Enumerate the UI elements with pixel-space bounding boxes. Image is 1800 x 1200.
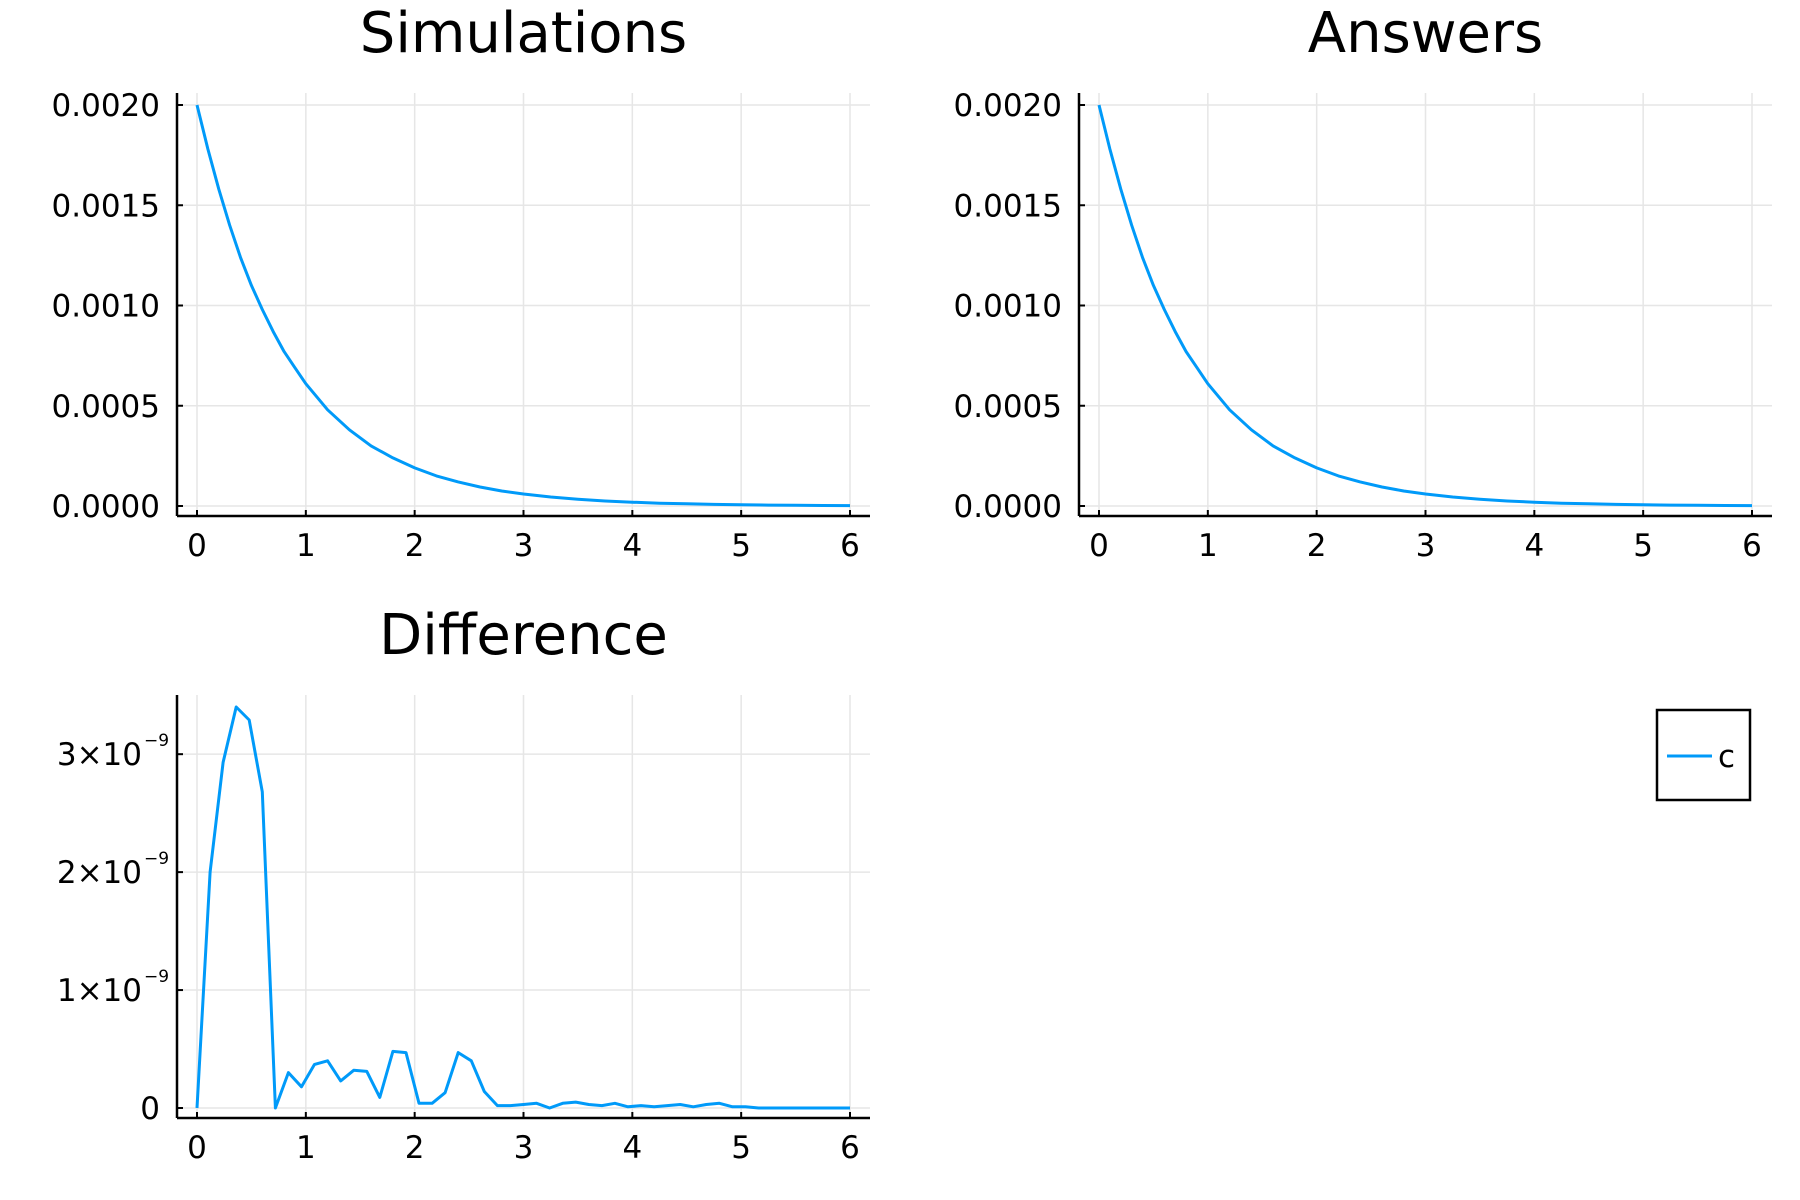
x-tick-label: 4: [622, 1130, 642, 1166]
x-tick-label: 0: [187, 528, 207, 564]
y-tick-label: 0.0020: [954, 88, 1062, 124]
subplot-title: Answers: [1308, 1, 1543, 66]
y-tick-label: 0.0000: [52, 489, 160, 525]
x-tick-label: 6: [1742, 528, 1762, 564]
x-tick-label: 4: [622, 528, 642, 564]
x-tick-label: 0: [1089, 528, 1109, 564]
subplot-answers: 0 1 2 3 4 5 6 0.0000 0.0005 0.0010 0.0015 0.0020 Ans…: [954, 1, 1772, 564]
y-tick-label: 0.0010: [52, 289, 160, 325]
y-tick-label: 0.0005: [52, 389, 160, 425]
series-line-c: [195, 104, 851, 508]
subplot-simulations: 0 1 2 3 4 5 6 0.0000 0.0005 0.0010 0.0015 0.0020 Sim…: [52, 1, 870, 564]
y-tick-label: 1×10: [57, 973, 142, 1009]
legend-label: c: [1718, 739, 1735, 775]
x-tick-label: 5: [731, 1130, 751, 1166]
series-line-c: [1097, 104, 1753, 508]
x-tick-label: 3: [514, 528, 534, 564]
x-tick-label: 2: [1307, 528, 1327, 564]
x-tick-label: 2: [405, 528, 425, 564]
subplot-title: Difference: [379, 603, 668, 668]
y-tick-label: 0.0000: [954, 489, 1062, 525]
x-tick-label: 1: [1198, 528, 1218, 564]
y-tick-label: 0.0015: [954, 188, 1062, 224]
x-tick-label: 3: [514, 1130, 534, 1166]
y-tick-label: 3×10: [57, 737, 142, 773]
x-tick-label: 0: [187, 1130, 207, 1166]
x-tick-label: 1: [296, 1130, 316, 1166]
x-tick-label: 2: [405, 1130, 425, 1166]
series-line-c: [195, 705, 850, 1110]
y-tick-exponent: −9: [144, 849, 169, 869]
legend: c: [1655, 708, 1752, 802]
x-tick-label: 3: [1416, 528, 1436, 564]
x-tick-label: 5: [731, 528, 751, 564]
y-tick-label: 0.0005: [954, 389, 1062, 425]
x-tick-label: 1: [296, 528, 316, 564]
x-tick-label: 6: [840, 1130, 860, 1166]
y-tick-label: 0: [140, 1091, 160, 1127]
y-tick-exponent: −9: [144, 731, 169, 751]
y-tick-exponent: −9: [144, 967, 169, 987]
y-tick-label: 2×10: [57, 855, 142, 891]
subplot-title: Simulations: [360, 1, 687, 66]
x-tick-label: 6: [840, 528, 860, 564]
x-tick-label: 4: [1524, 528, 1544, 564]
x-tick-label: 5: [1633, 528, 1653, 564]
y-tick-label: 0.0015: [52, 188, 160, 224]
y-tick-label: 0.0010: [954, 289, 1062, 325]
y-tick-label: 0.0020: [52, 88, 160, 124]
